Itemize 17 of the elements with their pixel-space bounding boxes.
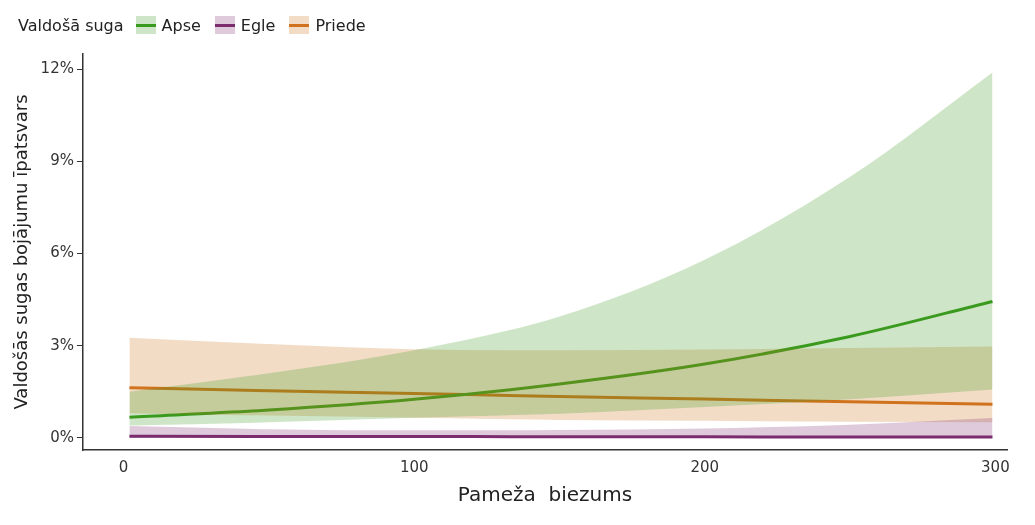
line-series [127,299,994,419]
y-axis-title: Valdošās sugas bojājumu īpatsvars [10,94,32,410]
x-tick-label: 200 [690,457,720,476]
line-series [127,386,994,406]
y-tick-label: 6% [50,243,74,262]
x-tick-label: 100 [399,457,429,476]
legend-title: Valdošā suga [18,15,124,35]
y-tick-label: 9% [50,151,74,170]
y-tick-label: 3% [50,335,74,354]
y-tick-label: 0% [50,427,74,446]
x-tick-label: 0 [118,457,129,476]
x-axis-title: Pameža biezums [457,482,633,507]
y-tick-label: 12% [40,59,74,78]
legend-label: Egle [240,15,276,35]
legend-label: Priede [315,15,366,35]
legend-label: Apse [161,15,201,35]
x-tick-label: 300 [981,457,1010,476]
